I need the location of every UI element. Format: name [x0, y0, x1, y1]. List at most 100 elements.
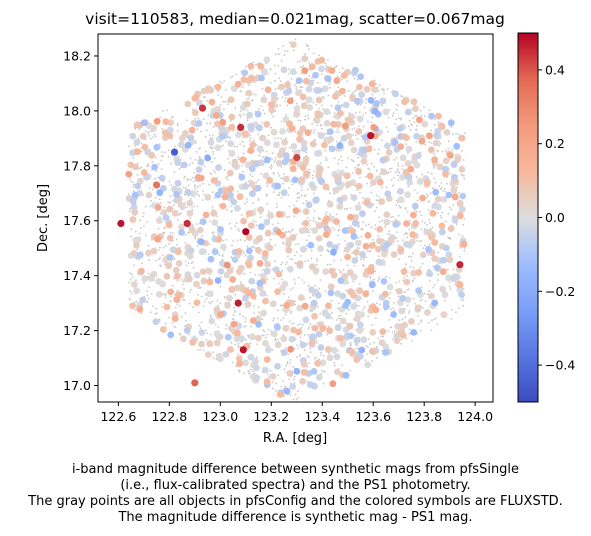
fiber-point	[135, 300, 138, 303]
fiber-point	[462, 299, 465, 301]
fluxstd-point	[159, 280, 167, 288]
fluxstd-point	[275, 159, 283, 167]
fiber-point	[322, 355, 325, 357]
fiber-point	[345, 322, 348, 325]
fluxstd-point	[414, 304, 422, 312]
fluxstd-point	[337, 334, 344, 342]
fluxstd-point	[311, 312, 318, 320]
fluxstd-point	[368, 281, 376, 289]
fluxstd-point	[262, 339, 269, 347]
fiber-point	[163, 227, 166, 230]
fiber-point	[320, 127, 323, 130]
fiber-point	[313, 210, 316, 212]
fiber-point	[174, 306, 177, 309]
fluxstd-point	[189, 190, 197, 198]
fiber-point	[309, 351, 312, 354]
fluxstd-point	[238, 335, 245, 342]
fiber-point	[294, 393, 297, 396]
fiber-point	[184, 312, 187, 315]
fiber-point	[338, 302, 340, 305]
fiber-point	[462, 223, 465, 226]
fiber-point	[140, 312, 143, 315]
fiber-point	[272, 191, 275, 194]
fiber-point	[232, 314, 235, 316]
fiber-point	[208, 243, 211, 246]
fluxstd-point	[302, 77, 310, 85]
fluxstd-point	[401, 98, 408, 106]
fiber-point	[197, 311, 200, 314]
fiber-point	[442, 190, 444, 192]
fiber-point	[293, 378, 295, 381]
fiber-point	[370, 162, 373, 165]
fluxstd-point	[231, 256, 239, 263]
fiber-point	[143, 225, 145, 228]
fiber-point	[226, 101, 229, 103]
fiber-point	[292, 365, 294, 368]
fiber-point	[192, 261, 195, 263]
fiber-point	[154, 135, 157, 138]
fiber-point	[277, 374, 280, 377]
y-tick-label: 17.4	[63, 268, 91, 283]
fluxstd-point	[358, 346, 366, 354]
fluxstd-point	[378, 339, 386, 347]
fiber-point	[247, 334, 250, 337]
fiber-point	[290, 311, 292, 314]
caption-line-4: The magnitude difference is synthetic ma…	[118, 510, 473, 525]
fluxstd-point	[266, 244, 274, 252]
fiber-point	[265, 193, 268, 196]
fiber-point	[269, 82, 272, 84]
fiber-point	[258, 154, 261, 157]
fluxstd-point	[273, 141, 280, 149]
fluxstd-point	[154, 204, 162, 211]
fiber-point	[416, 192, 419, 195]
fiber-point	[287, 73, 290, 75]
fluxstd-point	[346, 269, 354, 276]
x-tick-label: 122.6	[100, 409, 136, 424]
fiber-point	[188, 232, 191, 234]
fiber-point	[286, 261, 289, 264]
fiber-point	[282, 182, 284, 185]
fiber-point	[239, 239, 242, 241]
fluxstd-point-outlier	[367, 132, 375, 140]
fiber-point	[370, 226, 373, 229]
fiber-point	[210, 173, 213, 176]
fiber-point	[162, 246, 165, 249]
fluxstd-point	[339, 340, 347, 348]
fiber-point	[286, 362, 289, 365]
fluxstd-point	[336, 142, 344, 149]
fluxstd-point	[458, 134, 466, 142]
fiber-point	[148, 286, 150, 288]
fluxstd-point	[228, 113, 236, 121]
fiber-point	[262, 156, 264, 159]
fiber-point	[373, 278, 376, 281]
fiber-point	[444, 300, 446, 302]
fiber-point	[395, 103, 398, 106]
fiber-point	[304, 53, 306, 55]
fiber-point	[154, 177, 156, 180]
fluxstd-point	[309, 263, 316, 271]
fiber-point	[290, 78, 293, 80]
fiber-point	[388, 167, 391, 170]
fiber-point	[185, 119, 188, 122]
fiber-point	[291, 258, 294, 261]
fiber-point	[427, 194, 429, 197]
fluxstd-point	[180, 335, 187, 343]
fiber-point	[307, 114, 310, 117]
fiber-point	[297, 119, 300, 122]
fluxstd-point	[245, 89, 253, 97]
fiber-point	[337, 234, 339, 237]
fiber-point	[243, 272, 246, 275]
fiber-point	[222, 100, 225, 103]
fluxstd-point	[236, 360, 244, 367]
fluxstd-point	[353, 315, 361, 323]
fluxstd-point	[253, 160, 260, 168]
fiber-point	[136, 162, 139, 165]
fiber-point	[374, 227, 376, 230]
fiber-point	[178, 246, 181, 249]
fiber-point	[187, 262, 190, 265]
fluxstd-point	[300, 102, 308, 110]
fiber-point	[293, 204, 295, 207]
fluxstd-point	[456, 212, 464, 220]
fiber-point	[212, 150, 215, 153]
fiber-point	[135, 279, 137, 282]
